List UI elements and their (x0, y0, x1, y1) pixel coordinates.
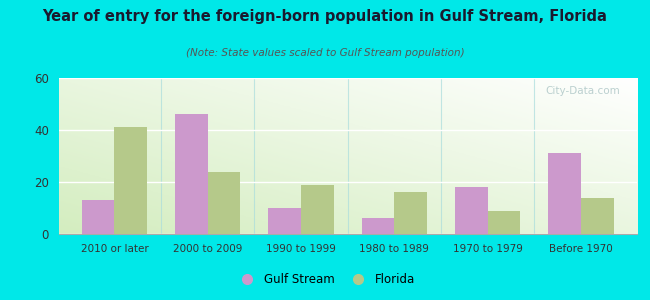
Bar (362, 218, 395, 234)
Bar (395, 192, 427, 234)
Text: Year of entry for the foreign-born population in Gulf Stream, Florida: Year of entry for the foreign-born popul… (42, 9, 608, 24)
Bar (301, 184, 333, 234)
Bar (82, 200, 114, 234)
Bar (581, 198, 614, 234)
Legend: Gulf Stream, Florida: Gulf Stream, Florida (231, 269, 419, 291)
Bar (549, 153, 581, 234)
Bar (114, 128, 147, 234)
Text: City-Data.com: City-Data.com (545, 86, 619, 96)
Bar (488, 211, 521, 234)
Text: (Note: State values scaled to Gulf Stream population): (Note: State values scaled to Gulf Strea… (186, 48, 464, 58)
Bar (455, 187, 488, 234)
Bar (208, 172, 240, 234)
Bar (268, 208, 301, 234)
Bar (175, 114, 208, 234)
